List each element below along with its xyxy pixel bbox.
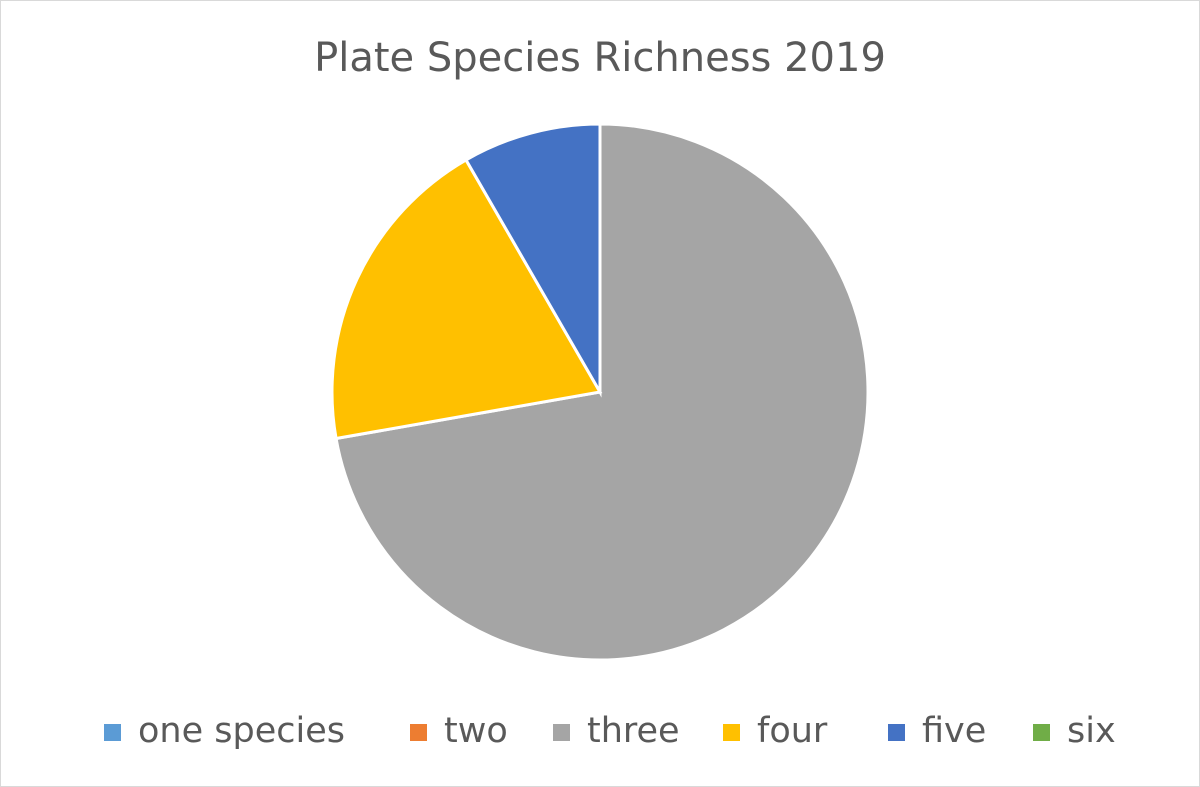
legend-label: three bbox=[587, 711, 680, 751]
legend-label: one species bbox=[138, 711, 345, 751]
legend-label: four bbox=[757, 711, 828, 751]
legend-swatch bbox=[410, 724, 427, 741]
legend-swatch bbox=[553, 724, 570, 741]
legend-swatch bbox=[888, 724, 905, 741]
legend-label: two bbox=[444, 711, 508, 751]
pie-slice bbox=[463, 122, 602, 398]
chart-title: Plate Species Richness 2019 bbox=[314, 35, 886, 81]
legend-label: six bbox=[1067, 711, 1116, 751]
pie-slice bbox=[330, 157, 603, 441]
legend-swatch bbox=[104, 724, 121, 741]
legend-swatch bbox=[723, 724, 740, 741]
legend-label: five bbox=[922, 711, 986, 751]
legend-swatch bbox=[1033, 724, 1050, 741]
pie-slice bbox=[334, 122, 870, 662]
